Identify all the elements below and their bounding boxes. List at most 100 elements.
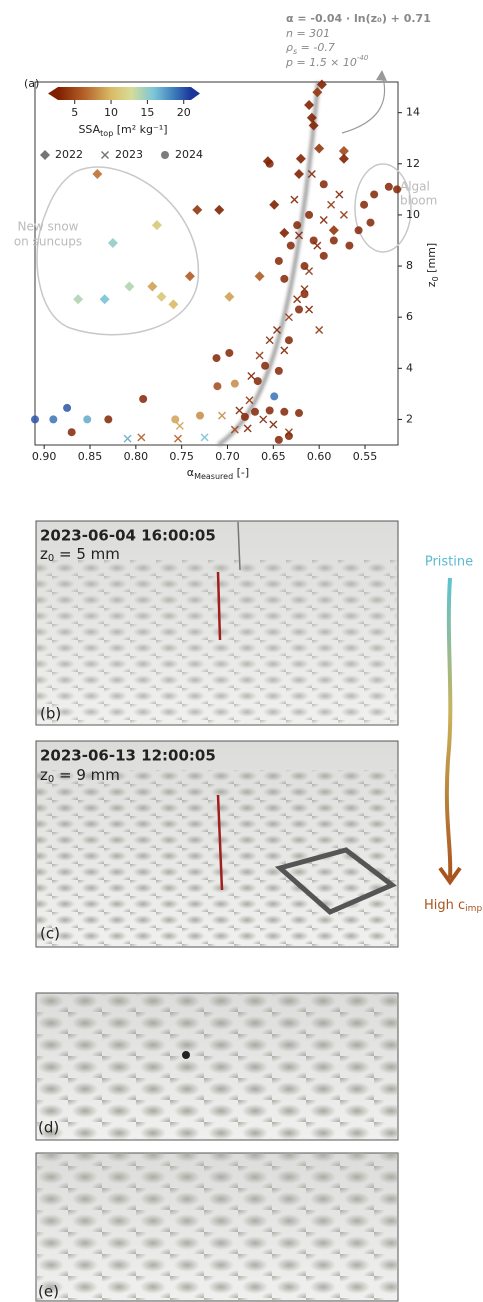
rho: ρ bbox=[286, 41, 293, 54]
point bbox=[224, 292, 234, 302]
point bbox=[285, 336, 293, 344]
point bbox=[185, 271, 195, 281]
point bbox=[316, 326, 323, 333]
point bbox=[275, 257, 283, 265]
point bbox=[248, 372, 255, 379]
x-tick-label: 0.75 bbox=[169, 450, 194, 463]
point bbox=[336, 191, 343, 198]
point-stroke bbox=[260, 416, 267, 423]
x-tick-label: 0.60 bbox=[307, 450, 332, 463]
colorbar-tick-label: 15 bbox=[140, 106, 154, 119]
point bbox=[157, 292, 167, 302]
annotation: Algal bbox=[400, 180, 430, 194]
panel-label: (c) bbox=[40, 925, 60, 943]
colorbar-tick-label: 20 bbox=[177, 106, 191, 119]
fit-equation: α = -0.04 · ln(z₀) + 0.71 bbox=[286, 12, 431, 25]
legend-label: 2023 bbox=[115, 148, 143, 161]
fit-n: n = 301 bbox=[286, 27, 330, 40]
point bbox=[329, 225, 339, 235]
point bbox=[306, 306, 313, 313]
point bbox=[393, 185, 401, 193]
point-stroke bbox=[244, 425, 251, 432]
p-value: p = 1.5 × 10 bbox=[285, 56, 357, 69]
y-tick-label: 12 bbox=[406, 157, 420, 170]
annotation: on suncups bbox=[14, 235, 82, 249]
panel-label: (a) bbox=[24, 77, 39, 90]
point bbox=[275, 367, 283, 375]
point bbox=[31, 415, 39, 423]
point-stroke bbox=[328, 201, 335, 208]
photo-b: 2023-06-04 16:00:05 z0 = 5 mm (b) bbox=[36, 521, 398, 725]
photo-d: (d) bbox=[36, 993, 398, 1140]
point bbox=[312, 87, 322, 97]
point bbox=[168, 299, 178, 309]
point bbox=[281, 347, 288, 354]
point bbox=[104, 415, 112, 423]
point-stroke bbox=[102, 152, 109, 159]
point bbox=[370, 190, 378, 198]
point bbox=[192, 205, 202, 215]
point bbox=[201, 434, 208, 441]
cb-label-unit: [m² kg⁻¹] bbox=[113, 123, 167, 136]
scale-bottom: High cimp bbox=[424, 898, 482, 914]
y-tick-label: 4 bbox=[406, 361, 413, 374]
z: z bbox=[40, 766, 48, 784]
point bbox=[225, 349, 233, 357]
colorbar-extend bbox=[191, 87, 200, 100]
p-exponent: -40 bbox=[357, 54, 369, 62]
annotation: bloom bbox=[400, 194, 437, 208]
point bbox=[293, 221, 301, 229]
x-label-sub: Measured bbox=[194, 472, 233, 481]
y-axis-label: z0 [mm] bbox=[425, 243, 440, 287]
point bbox=[213, 382, 221, 390]
point bbox=[260, 416, 267, 423]
point bbox=[261, 362, 269, 370]
x-label-unit: [-] bbox=[233, 466, 249, 479]
point-stroke bbox=[256, 352, 263, 359]
point bbox=[152, 220, 162, 230]
point bbox=[301, 290, 309, 298]
point bbox=[287, 242, 295, 250]
point-stroke bbox=[246, 397, 253, 404]
point bbox=[294, 296, 301, 303]
point bbox=[139, 395, 147, 403]
point-stroke bbox=[248, 372, 255, 379]
y-tick-label: 14 bbox=[406, 106, 420, 119]
point-stroke bbox=[219, 412, 226, 419]
legend-marker bbox=[161, 151, 169, 159]
fit-p: p = 1.5 × 10-40 bbox=[285, 54, 369, 69]
point bbox=[138, 434, 145, 441]
rho-value: = -0.7 bbox=[297, 41, 335, 54]
legend-marker bbox=[102, 152, 109, 159]
point bbox=[73, 294, 83, 304]
point-stroke bbox=[201, 434, 208, 441]
y-tick-label: 8 bbox=[406, 259, 413, 272]
point-stroke bbox=[266, 337, 273, 344]
timestamp: 2023-06-04 16:00:05 bbox=[40, 527, 216, 545]
point bbox=[320, 217, 327, 224]
cb-label-sub: top bbox=[100, 129, 113, 138]
x-tick-label: 0.80 bbox=[124, 450, 149, 463]
point bbox=[175, 435, 182, 442]
point bbox=[295, 409, 303, 417]
x-label-main: α bbox=[187, 466, 194, 479]
point bbox=[236, 407, 243, 414]
point bbox=[254, 377, 262, 385]
point bbox=[244, 425, 251, 432]
annotation: New snow bbox=[17, 220, 78, 234]
x-axis-label: αMeasured [-] bbox=[187, 466, 249, 481]
point bbox=[49, 415, 57, 423]
point bbox=[255, 271, 265, 281]
point bbox=[320, 180, 328, 188]
point bbox=[314, 143, 324, 153]
scale-bottom-sub: imp bbox=[465, 904, 482, 914]
point bbox=[231, 380, 239, 388]
point bbox=[279, 228, 289, 238]
point bbox=[171, 415, 179, 423]
point bbox=[310, 236, 318, 244]
point bbox=[280, 275, 288, 283]
point bbox=[320, 252, 328, 260]
z-value: = 5 mm bbox=[54, 545, 120, 563]
point bbox=[305, 211, 313, 219]
point bbox=[360, 201, 368, 209]
